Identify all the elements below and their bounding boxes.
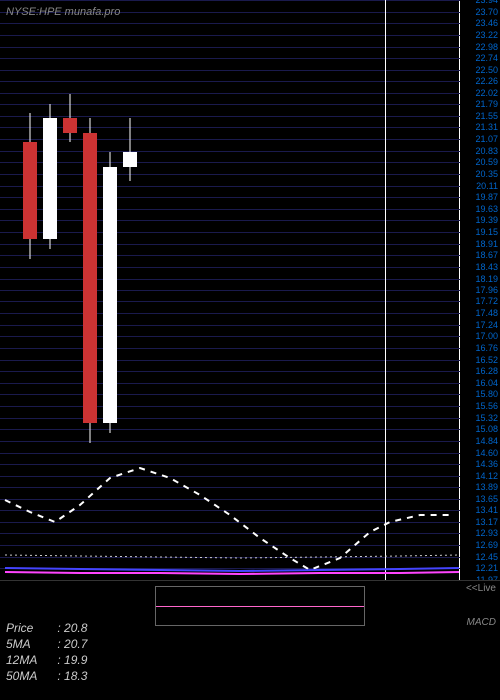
- candle: [63, 0, 77, 580]
- y-axis-label: 12.69: [475, 540, 498, 550]
- ma12-value: 19.9: [64, 653, 87, 667]
- y-axis-label: 16.28: [475, 366, 498, 376]
- y-axis-label: 12.21: [475, 563, 498, 573]
- y-axis-label: 16.76: [475, 343, 498, 353]
- y-axis-label: 13.65: [475, 494, 498, 504]
- y-axis-label: 23.46: [475, 18, 498, 28]
- y-axis-label: 22.74: [475, 53, 498, 63]
- cursor-vertical-line: [385, 0, 386, 580]
- candle-body: [23, 142, 37, 239]
- ma50-value: 18.3: [64, 669, 87, 683]
- y-axis-label: 22.26: [475, 76, 498, 86]
- y-axis-label: 15.08: [475, 424, 498, 434]
- ma50-row: 50MA : 18.3: [6, 669, 149, 683]
- y-axis-label: 16.52: [475, 355, 498, 365]
- y-axis-label: 23.70: [475, 7, 498, 17]
- y-axis-label: 20.59: [475, 157, 498, 167]
- y-axis-label: 20.11: [476, 181, 498, 191]
- y-axis-label: 21.79: [475, 99, 498, 109]
- y-axis-label: 19.39: [475, 215, 498, 225]
- candlestick-chart: NYSE:HPE munafa.pro 23.94 23.7023.46 23.22…: [0, 0, 500, 580]
- macd-box: [155, 586, 365, 626]
- ma5-row: 5MA : 20.7: [6, 637, 149, 651]
- y-axis-label: 15.56: [475, 401, 498, 411]
- y-axis-label: 17.72: [475, 296, 498, 306]
- y-axis-label: 13.17: [475, 517, 498, 527]
- y-axis-label: 20.35: [475, 169, 498, 179]
- ma5-label: 5MA: [6, 637, 54, 651]
- y-axis-label: 17.96: [475, 285, 498, 295]
- y-axis-label: 17.48: [475, 308, 498, 318]
- y-axis-label: 15.80: [475, 389, 498, 399]
- y-axis-label: 23.22: [475, 30, 498, 40]
- y-axis-label: 16.04: [475, 378, 498, 388]
- y-axis-label: 14.12: [475, 471, 498, 481]
- candle-body: [43, 118, 57, 239]
- y-axis-label: 17.00: [475, 331, 498, 341]
- y-axis-label: 23.94: [475, 0, 498, 5]
- y-axis-label: 12.45: [475, 552, 498, 562]
- y-axis-label: 13.41: [475, 505, 498, 515]
- chart-plot-area: [0, 0, 460, 580]
- price-value: 20.8: [64, 621, 87, 635]
- y-axis-label: 18.19: [475, 274, 498, 284]
- candle-wick: [130, 118, 131, 181]
- y-axis-label: 21.07: [475, 134, 498, 144]
- y-axis: 23.94 23.7023.46 23.22 22.9822.74 22.5022.26…: [460, 0, 500, 580]
- y-axis-label: 14.84: [475, 436, 498, 446]
- ma50-label: 50MA: [6, 669, 54, 683]
- ma5-value: 20.7: [64, 637, 87, 651]
- y-axis-label: 12.93: [475, 528, 498, 538]
- y-axis-label: 13.89: [475, 482, 498, 492]
- y-axis-label: 19.63: [475, 204, 498, 214]
- candle-body: [123, 152, 137, 167]
- y-axis-label: 15.32: [475, 413, 498, 423]
- macd-center-line: [156, 606, 364, 607]
- candle-body: [103, 167, 117, 424]
- ma12-label: 12MA: [6, 653, 54, 667]
- price-label: Price: [6, 621, 54, 635]
- price-row: Price : 20.8: [6, 621, 149, 635]
- candle: [123, 0, 137, 580]
- y-axis-label: 22.98: [475, 42, 498, 52]
- y-axis-label: 14.60: [475, 448, 498, 458]
- chart-watermark: NYSE:HPE munafa.pro: [6, 6, 120, 18]
- ma12-row: 12MA : 19.9: [6, 653, 149, 667]
- macd-label: MACD: [467, 617, 496, 628]
- y-axis-label: 18.43: [475, 262, 498, 272]
- y-axis-label: 18.91: [475, 239, 498, 249]
- y-axis-label: 19.15: [475, 227, 498, 237]
- candle-body: [63, 118, 77, 133]
- y-axis-label: 19.87: [475, 192, 498, 202]
- y-axis-label: 22.50: [475, 65, 498, 75]
- info-panel: Price : 20.8 5MA : 20.7 12MA : 19.9 50MA…: [0, 615, 155, 700]
- y-axis-label: 14.36: [475, 459, 498, 469]
- candle: [83, 0, 97, 580]
- y-axis-label: 21.31: [475, 122, 498, 132]
- candle-body: [83, 133, 97, 424]
- candle: [23, 0, 37, 580]
- live-label: <<Live: [466, 583, 496, 594]
- y-axis-label: 18.67: [475, 250, 498, 260]
- y-axis-label: 17.24: [475, 320, 498, 330]
- y-axis-label: 21.55: [475, 111, 498, 121]
- candle: [43, 0, 57, 580]
- y-axis-label: 22.02: [475, 88, 498, 98]
- y-axis-label: 20.83: [475, 146, 498, 156]
- candle: [103, 0, 117, 580]
